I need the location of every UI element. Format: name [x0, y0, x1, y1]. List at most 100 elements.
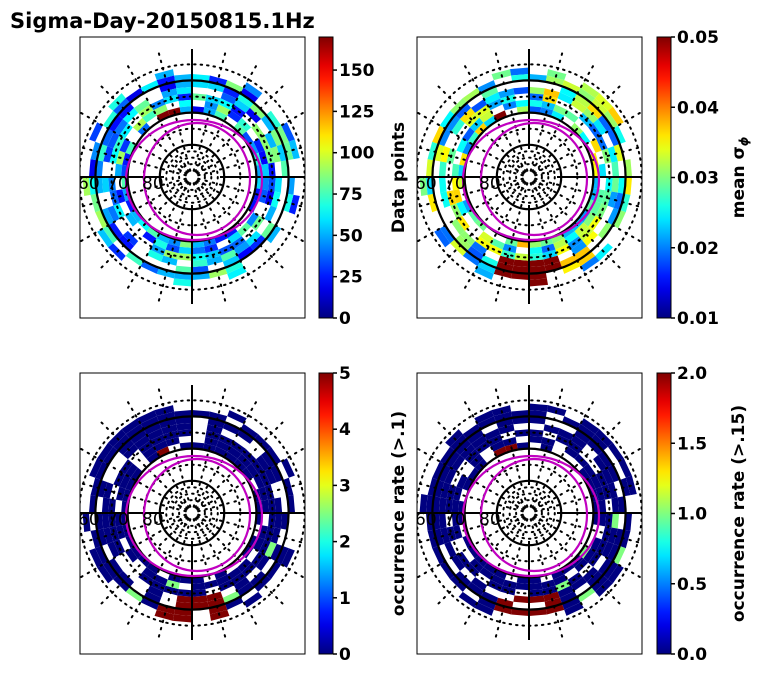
- heatmap-cell: [172, 278, 192, 287]
- heatmap-cell: [455, 570, 472, 587]
- heatmap-cell: [206, 591, 223, 602]
- heatmap-cell: [97, 442, 114, 462]
- heatmap-cell: [276, 143, 288, 162]
- heatmap-cell: [122, 107, 139, 124]
- heatmap-cell: [129, 429, 147, 444]
- heatmap-cell: [544, 261, 563, 273]
- colorbar-tick-label: 150: [339, 61, 375, 81]
- dotted-mlt-line: [417, 177, 524, 209]
- heatmap-cell: [220, 249, 238, 262]
- heatmap-cell: [451, 177, 460, 191]
- heatmap-cell: [574, 246, 592, 261]
- dotted-mlt-line: [80, 179, 188, 243]
- heatmap-cell: [607, 564, 624, 584]
- colorbar-tick-label: 1.5: [677, 434, 707, 454]
- heatmap-cell: [102, 561, 119, 580]
- dotted-mlt-line: [80, 145, 187, 177]
- heatmap-cell: [281, 458, 295, 478]
- heatmap-cell: [459, 443, 476, 460]
- heatmap-cell: [450, 434, 467, 451]
- dotted-lat-circle: [171, 492, 213, 534]
- heatmap-cell: [513, 259, 529, 268]
- heatmap-cell: [156, 232, 170, 244]
- heatmap-cell: [466, 429, 484, 444]
- heatmap-cell: [607, 464, 620, 483]
- heatmap-cell: [500, 249, 516, 260]
- dotted-mlt-line: [463, 517, 527, 626]
- heatmap-cell: [543, 255, 560, 266]
- heatmap-cell: [433, 479, 445, 498]
- heatmap-cell: [156, 603, 176, 615]
- colorbar-tick-label: 0.05: [677, 28, 719, 48]
- heatmap-cell: [419, 493, 428, 513]
- heatmap-cell: [598, 499, 607, 513]
- oval-boundary-inner: [142, 457, 252, 573]
- heatmap-cell: [455, 439, 472, 456]
- dotted-mlt-line: [534, 513, 642, 545]
- heatmap-cell: [562, 80, 581, 94]
- heatmap-cell: [570, 98, 587, 113]
- heatmap-cell: [130, 467, 143, 481]
- heatmap-cell: [108, 177, 116, 192]
- heatmap-cell: [601, 484, 612, 500]
- dotted-mlt-line: [192, 387, 227, 508]
- heatmap-cell: [432, 513, 441, 530]
- heatmap-cell: [500, 585, 516, 596]
- heatmap-cell: [598, 558, 613, 576]
- heatmap-cell: [140, 416, 159, 430]
- heatmap-cell: [438, 128, 451, 147]
- heatmap-cell: [529, 246, 543, 255]
- heatmap-cell: [96, 479, 108, 498]
- heatmap-cell: [118, 103, 135, 120]
- heatmap-cell: [192, 601, 209, 610]
- heatmap-cell: [140, 260, 159, 274]
- heatmap-cell: [207, 417, 226, 429]
- heatmap-cell: [598, 163, 607, 177]
- heatmap-cell: [450, 575, 467, 592]
- colorbar-bar: [656, 36, 672, 319]
- heatmap-cell: [619, 477, 631, 497]
- dotted-lat-circle: [515, 499, 543, 527]
- heatmap-cell: [559, 591, 578, 604]
- heatmap-cell: [249, 103, 266, 120]
- dotted-mlt-line: [533, 111, 642, 175]
- dotted-mlt-line: [531, 64, 595, 173]
- heatmap-cell: [479, 231, 494, 244]
- heatmap-cell: [109, 526, 120, 542]
- colorbar-bar: [318, 372, 334, 655]
- dotted-mlt-line: [463, 400, 527, 509]
- lat-label-70: 70: [107, 174, 129, 194]
- heatmap-cell: [175, 416, 192, 425]
- colorbar-tick-label: 1.0: [677, 505, 707, 525]
- dotted-mlt-line: [126, 64, 190, 173]
- lat-label-60: 60: [78, 510, 100, 530]
- heatmap-cell: [264, 131, 277, 149]
- dotted-mlt-line: [533, 179, 642, 243]
- heatmap-cell: [515, 582, 529, 591]
- heatmap-cell: [602, 561, 619, 580]
- heatmap-cell: [438, 513, 447, 529]
- oval-boundary-outer: [124, 454, 264, 578]
- heatmap-cell: [462, 87, 481, 104]
- colorbar-tick-label: 2: [339, 533, 351, 553]
- heatmap-cell: [598, 222, 613, 240]
- dotted-mlt-line: [99, 180, 189, 270]
- dotted-mlt-line: [80, 515, 188, 579]
- heatmap-cell: [551, 568, 565, 580]
- heatmap-cell: [82, 513, 91, 533]
- heatmap-cell: [455, 234, 472, 251]
- axes-content: 60 70 80: [78, 385, 305, 640]
- heatmap-cell: [446, 526, 457, 542]
- dotted-lat-circle: [502, 486, 556, 540]
- heatmap-cell: [577, 586, 596, 603]
- heatmap-cell: [427, 141, 439, 161]
- heatmap-cell: [220, 92, 238, 105]
- heatmap-cell: [125, 212, 138, 227]
- heatmap-cell: [419, 177, 428, 197]
- heatmap-cell: [602, 110, 619, 129]
- dotted-lat-circle: [508, 156, 550, 198]
- heatmap-cell: [243, 591, 263, 608]
- heatmap-cell: [577, 250, 596, 267]
- heatmap-cell: [222, 422, 241, 435]
- dotted-lat-circle: [508, 492, 550, 534]
